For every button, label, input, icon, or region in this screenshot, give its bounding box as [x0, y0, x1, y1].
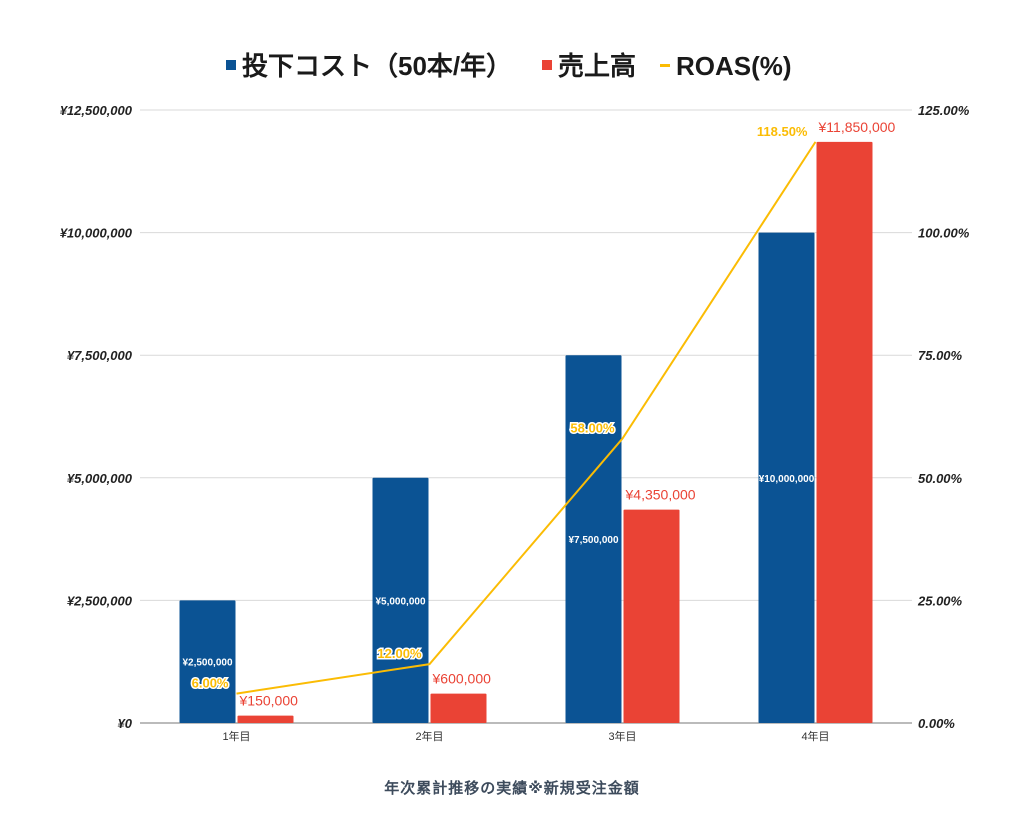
y-right-tick-label: 25.00%: [917, 593, 963, 608]
legend-label: ROAS(%): [676, 51, 792, 81]
y-right-tick-label: 75.00%: [918, 348, 963, 363]
y-left-tick-label: ¥0: [118, 716, 133, 731]
roas-point-label: 118.50%: [757, 124, 808, 139]
roas-line: [236, 141, 817, 695]
y-left-tick-label: ¥7,500,000: [67, 348, 133, 363]
x-tick-label: 3年目: [608, 729, 636, 743]
legend-swatch: [542, 60, 552, 70]
y-right-tick-label: 0.00%: [918, 716, 955, 731]
bar-sales: [237, 715, 294, 723]
roas-point-label: 58.00%: [570, 421, 615, 436]
bar-sales: [623, 509, 680, 723]
roas-point-label: 6.00%: [192, 676, 229, 691]
bar-sales: [816, 141, 873, 724]
bar-label-cost: ¥5,000,000: [375, 596, 425, 607]
legend-swatch: [226, 60, 236, 70]
bar-cost: [179, 600, 236, 723]
bar-label-sales: ¥4,350,000: [625, 487, 696, 503]
x-tick-label: 1年目: [222, 729, 250, 743]
bar-label-sales: ¥600,000: [432, 671, 492, 687]
bar-label-cost: ¥2,500,000: [182, 658, 232, 669]
y-left-tick-label: ¥12,500,000: [60, 103, 133, 118]
bar-label-sales: ¥11,850,000: [818, 119, 896, 135]
roas-point-label: 12.00%: [377, 646, 422, 661]
legend-label: 売上高: [558, 51, 636, 81]
chart-caption: 年次累計推移の実績※新規受注金額: [384, 779, 640, 797]
y-right-tick-label: 100.00%: [918, 226, 970, 241]
bar-cost: [565, 355, 622, 723]
legend-swatch: [660, 64, 670, 67]
bar-cost: [372, 477, 429, 723]
x-tick-label: 2年目: [415, 729, 443, 743]
bar-sales: [430, 693, 487, 723]
bar-label-cost: ¥10,000,000: [759, 474, 815, 485]
bar-label-sales: ¥150,000: [239, 693, 299, 709]
y-right-tick-label: 125.00%: [918, 103, 970, 118]
bar-label-cost: ¥7,500,000: [568, 535, 618, 546]
y-left-tick-label: ¥5,000,000: [67, 471, 133, 486]
bar-cost: [758, 232, 815, 723]
y-left-tick-label: ¥2,500,000: [67, 593, 133, 608]
legend-label: 投下コスト（50本/年）: [242, 51, 512, 81]
x-tick-label: 4年目: [801, 729, 829, 743]
y-right-tick-label: 50.00%: [918, 471, 963, 486]
y-left-tick-label: ¥10,000,000: [60, 226, 133, 241]
